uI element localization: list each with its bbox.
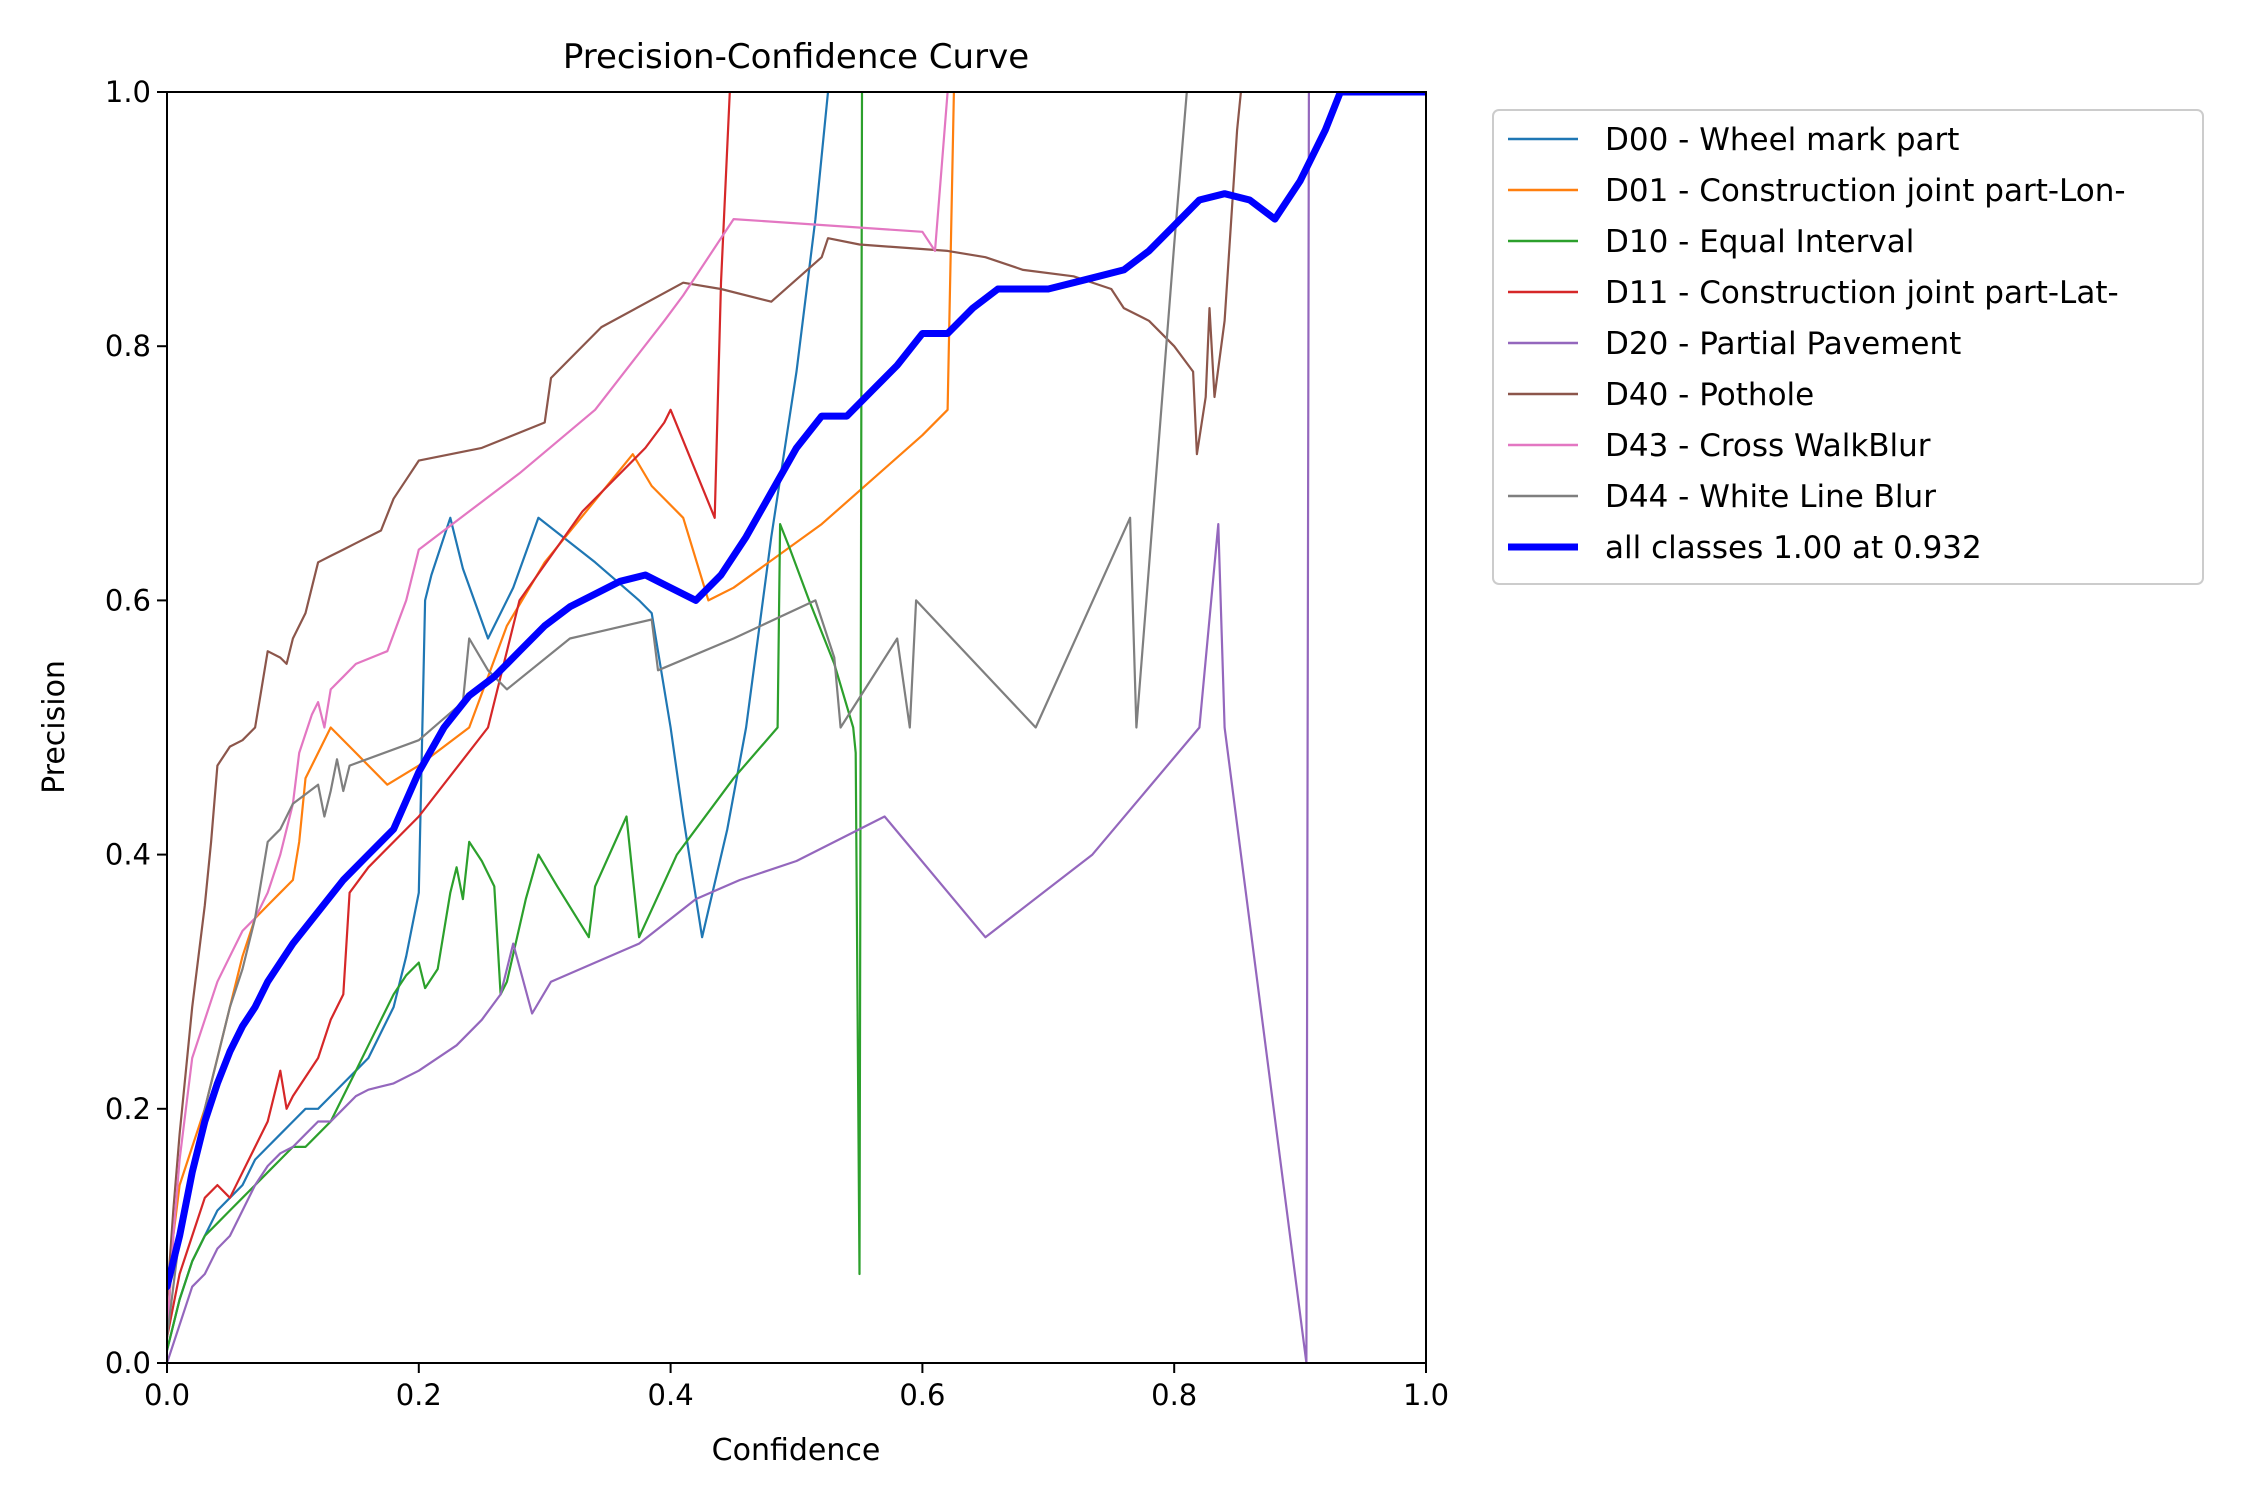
x-tick-label: 0.2 (396, 1378, 442, 1412)
y-tick-label: 0.6 (105, 583, 151, 617)
y-tick-label: 0.2 (105, 1092, 151, 1126)
x-axis: 0.0 0.2 0.4 0.6 0.8 1.0 (144, 1363, 1449, 1412)
series-line-0 (167, 92, 830, 1352)
chart-title: Precision-Confidence Curve (563, 37, 1029, 77)
series-line-6 (167, 92, 949, 1339)
x-tick-label: 0.6 (899, 1378, 945, 1412)
legend-label-6: D43 - Cross WalkBlur (1605, 428, 1931, 464)
series-line-4 (167, 92, 1310, 1363)
series-line-8 (167, 92, 1426, 1291)
x-tick-label: 1.0 (1403, 1378, 1449, 1412)
y-tick-label: 0.4 (105, 838, 151, 872)
x-axis-label: Confidence (712, 1433, 881, 1468)
x-tick-label: 0.4 (648, 1378, 694, 1412)
legend-label-8: all classes 1.00 at 0.932 (1605, 530, 1982, 566)
legend-label-2: D10 - Equal Interval (1605, 224, 1914, 260)
series-line-3 (167, 92, 731, 1339)
series-line-5 (167, 92, 1242, 1301)
y-axis: 0.0 0.2 0.4 0.6 0.8 1.0 (105, 75, 167, 1380)
legend-label-5: D40 - Pothole (1605, 377, 1814, 413)
series-layer (167, 92, 1426, 1363)
y-axis-label: Precision (37, 660, 72, 794)
plot-area-frame (166, 91, 1427, 1364)
y-tick-label: 1.0 (105, 75, 151, 109)
legend-label-7: D44 - White Line Blur (1605, 479, 1936, 515)
legend-box (1492, 109, 2204, 585)
legend-label-1: D01 - Construction joint part-Lon- (1605, 173, 2126, 209)
legend-label-3: D11 - Construction joint part-Lat- (1605, 275, 2119, 311)
y-tick-label: 0.0 (105, 1346, 151, 1380)
x-tick-label: 0.0 (144, 1378, 190, 1412)
x-tick-label: 0.8 (1151, 1378, 1197, 1412)
legend-label-4: D20 - Partial Pavement (1605, 326, 1961, 362)
legend-label-0: D00 - Wheel mark part (1605, 122, 1959, 158)
legend: D00 - Wheel mark part D01 - Construction … (1492, 109, 2204, 585)
y-tick-label: 0.8 (105, 329, 151, 363)
series-line-2 (167, 92, 864, 1352)
